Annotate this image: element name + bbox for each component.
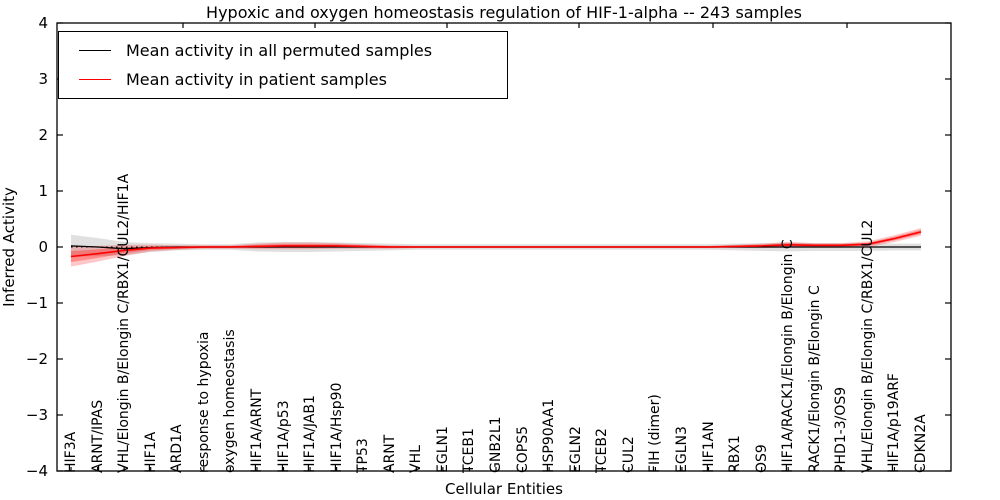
x-tick-label: HIF1A/JAB1 — [302, 395, 319, 473]
x-tick-label: VHL — [408, 445, 425, 473]
permuted-band — [71, 234, 921, 258]
x-tick-label: GNB2L1 — [488, 416, 504, 473]
x-tick-label: EGLN1 — [434, 426, 451, 473]
legend-label-permuted: Mean activity in all permuted samples — [126, 41, 433, 60]
x-tick-label: HIF1A — [142, 431, 159, 473]
x-tick-label: COPS5 — [514, 425, 531, 473]
x-tick-label: VHL/Elongin B/Elongin C/RBX1/CUL2 — [859, 219, 876, 473]
x-tick-label: HIF1A/p19ARF — [886, 373, 903, 473]
x-tick-label: ARNT/IPAS — [89, 399, 106, 473]
x-tick-label: EGLN2 — [567, 426, 584, 473]
x-tick-label: FIH (dimer) — [647, 394, 664, 473]
legend-item-permuted: Mean activity in all permuted samples — [79, 41, 507, 60]
x-tick-label: CDKN2A — [913, 414, 929, 473]
x-tick-label: PHD1-3/OS9 — [833, 386, 850, 473]
legend-item-patient: Mean activity in patient samples — [79, 70, 507, 89]
x-tick-label: RACK1/Elongin B/Elongin C — [806, 285, 823, 473]
patient-line-sample — [79, 79, 111, 80]
x-tick-label: HIF1A/ARNT — [248, 388, 265, 473]
y-tick-label: −3 — [25, 406, 48, 424]
x-tick-label: VHL/Elongin B/Elongin C/RBX1/CUL2/HIF1A — [116, 173, 133, 473]
x-tick-label: HSP90AA1 — [541, 398, 558, 473]
y-tick-label: 4 — [38, 14, 48, 32]
y-axis-label: Inferred Activity — [0, 187, 18, 307]
x-tick-label: OS9 — [753, 444, 770, 473]
x-tick-label: ARD1A — [169, 424, 186, 473]
patient-mean-line — [70, 231, 922, 258]
legend-label-patient: Mean activity in patient samples — [126, 70, 387, 89]
chart-title: Hypoxic and oxygen homeostasis regulatio… — [206, 3, 802, 22]
x-tick-label: HIF1A/RACK1/Elongin B/Elongin C — [780, 239, 797, 473]
x-tick-label: oxygen homeostasis — [222, 329, 239, 473]
x-tick-label: HIF1A/Hsp90 — [328, 382, 345, 473]
x-tick-label: TCEB2 — [594, 428, 611, 473]
x-tick-label: HIF1A/p53 — [275, 400, 292, 473]
y-tick-label: 1 — [38, 182, 48, 200]
y-tick-label: −2 — [25, 350, 48, 368]
y-tick-label: 3 — [38, 70, 48, 88]
permuted-line-sample — [79, 50, 111, 51]
x-tick-label: EGLN3 — [673, 426, 690, 473]
x-tick-label: CUL2 — [620, 436, 637, 473]
x-tick-label: TP53 — [355, 438, 372, 473]
x-tick-label: response to hypoxia — [195, 331, 212, 473]
x-axis-label: Cellular Entities — [445, 480, 563, 498]
x-tick-label: ARNT — [381, 434, 398, 473]
x-tick-label: RBX1 — [727, 435, 744, 473]
x-tick-label: TCEB1 — [461, 428, 478, 473]
y-tick-label: −4 — [25, 462, 48, 480]
x-tick-label: HIF3A — [63, 431, 79, 473]
y-tick-label: 0 — [38, 238, 48, 256]
legend: Mean activity in all permuted samples Me… — [58, 31, 508, 99]
y-tick-label: 2 — [38, 126, 48, 144]
x-tick-label: HIF1AN — [700, 421, 717, 473]
y-tick-label: −1 — [25, 294, 48, 312]
